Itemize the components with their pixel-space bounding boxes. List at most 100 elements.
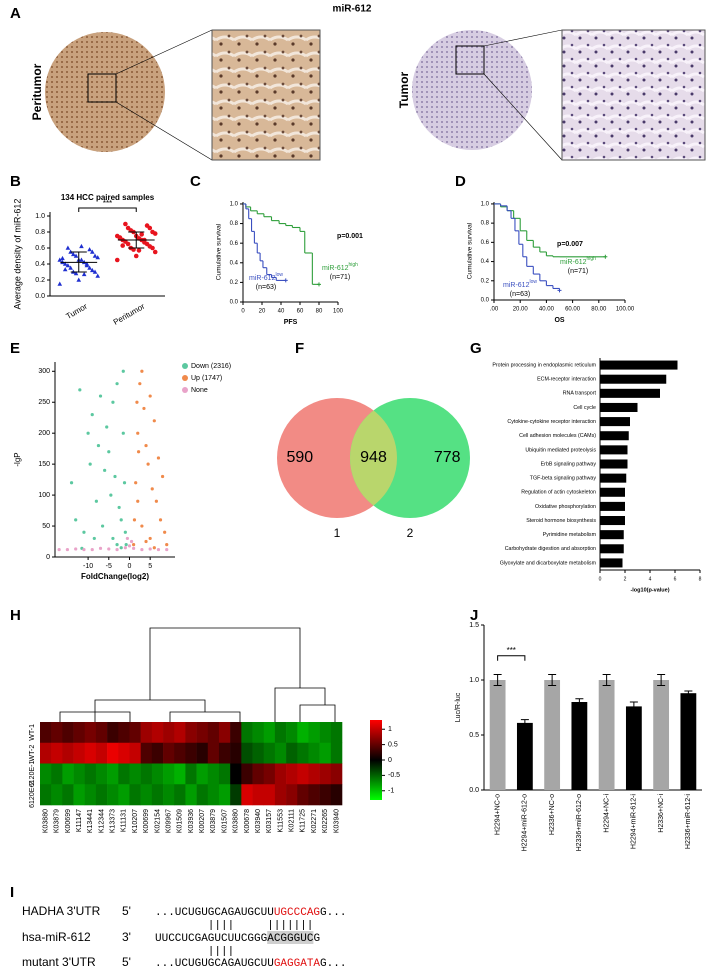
heat-cell bbox=[107, 722, 119, 744]
point bbox=[57, 257, 63, 262]
heat-cell bbox=[207, 763, 220, 785]
annotation: *** bbox=[103, 199, 112, 208]
heat-cell bbox=[297, 742, 309, 764]
point bbox=[68, 265, 73, 270]
heat-cell bbox=[95, 722, 108, 744]
heat-cell bbox=[62, 763, 74, 785]
error-bar bbox=[684, 690, 693, 696]
point bbox=[142, 240, 147, 245]
column-label: K02111 bbox=[289, 809, 296, 832]
heat-cell bbox=[185, 763, 197, 785]
point bbox=[148, 547, 152, 551]
point bbox=[156, 547, 161, 552]
heat-cell bbox=[252, 722, 265, 744]
category-label: TGF-beta signaling pathway bbox=[530, 476, 597, 482]
heat-cell bbox=[330, 763, 343, 785]
x-tick-label: Peritumor bbox=[112, 302, 147, 327]
heat-cell bbox=[51, 784, 63, 806]
heat-cell bbox=[286, 784, 298, 806]
x-tick-label: -5 bbox=[106, 563, 112, 570]
heat-cell bbox=[230, 763, 242, 785]
point bbox=[82, 530, 86, 534]
bar bbox=[600, 402, 638, 412]
point bbox=[111, 536, 115, 541]
point bbox=[103, 468, 107, 472]
point bbox=[74, 518, 78, 522]
category-label: Cell cycle bbox=[573, 405, 596, 411]
heat-cell bbox=[95, 784, 108, 806]
point bbox=[95, 255, 101, 260]
point bbox=[134, 481, 138, 485]
sequence-end: 5' bbox=[122, 904, 131, 918]
point bbox=[125, 225, 131, 231]
colorbar-label: -0.5 bbox=[388, 772, 400, 779]
sequence-part: G... bbox=[320, 958, 346, 970]
tissue-core bbox=[45, 32, 165, 152]
annotation: *** bbox=[507, 646, 516, 655]
heat-cell bbox=[95, 763, 108, 785]
zoom-line bbox=[115, 101, 213, 161]
heat-cell bbox=[308, 784, 320, 806]
heat-cell bbox=[274, 722, 287, 744]
heat-cell bbox=[140, 784, 153, 806]
sequence-name: hsa-miR-612 bbox=[22, 930, 91, 944]
point bbox=[90, 267, 95, 273]
point bbox=[92, 269, 98, 274]
panel-label: A bbox=[10, 5, 21, 22]
legend-sup: low bbox=[275, 272, 283, 278]
heat-cell bbox=[151, 722, 164, 744]
bar bbox=[600, 417, 630, 427]
point bbox=[135, 400, 139, 404]
y-axis-label: -lgP bbox=[13, 452, 22, 466]
sequence-end: 5' bbox=[122, 955, 131, 969]
error-bar bbox=[602, 674, 611, 686]
point bbox=[152, 419, 156, 423]
bar bbox=[600, 487, 625, 497]
column-label: K02154 bbox=[154, 809, 161, 833]
heat-cell bbox=[163, 763, 175, 785]
y-tick-label: 0.4 bbox=[35, 261, 45, 268]
point bbox=[117, 235, 123, 240]
heat-cell bbox=[319, 722, 332, 744]
point bbox=[133, 253, 139, 259]
heat-cell bbox=[297, 722, 309, 744]
x-tick-label: H2294+miR-612-o bbox=[522, 794, 529, 851]
heat-cell bbox=[118, 763, 130, 785]
sequence: ...UCUGUGCAGAUGCUUGAGGATAG... bbox=[155, 958, 346, 970]
heat-cell bbox=[263, 763, 276, 785]
legend-name: miR-612 bbox=[503, 282, 530, 289]
point bbox=[148, 394, 152, 398]
point bbox=[165, 547, 169, 552]
point bbox=[65, 263, 71, 268]
venn-count: 948 bbox=[360, 449, 387, 466]
sequence: UUCCUCGAGUCUUCGGGACGGGUCG bbox=[155, 933, 320, 945]
column-label: K03936 bbox=[188, 809, 195, 833]
row-label: WT-1 bbox=[29, 724, 36, 741]
y-tick-label: 0.5 bbox=[469, 732, 479, 739]
point bbox=[140, 369, 144, 373]
point bbox=[71, 251, 76, 257]
heat-cell bbox=[274, 784, 287, 806]
point bbox=[125, 536, 130, 541]
category-label: Cell adhesion molecules (CAMs) bbox=[519, 433, 596, 439]
point bbox=[65, 547, 70, 552]
point bbox=[120, 243, 125, 248]
tissue-label: Tumor bbox=[397, 71, 411, 108]
point bbox=[146, 462, 150, 466]
heat-cell bbox=[218, 722, 231, 744]
y-tick-label: 0.0 bbox=[230, 300, 239, 306]
y-tick-label: 1.0 bbox=[35, 213, 45, 220]
x-tick-label: 8 bbox=[699, 576, 702, 582]
heat-cell bbox=[308, 742, 320, 764]
heat-cell bbox=[330, 784, 343, 806]
venn-count: 778 bbox=[434, 449, 461, 466]
category-label: Pyrimidine metabolism bbox=[543, 532, 597, 538]
x-tick-label: 80.00 bbox=[591, 307, 607, 313]
heat-cell bbox=[174, 722, 186, 744]
y-tick-label: 200 bbox=[38, 430, 50, 437]
y-axis-label: Cumulative survival bbox=[216, 223, 223, 280]
tissue-label: Peritumor bbox=[30, 63, 44, 120]
panel-label: E bbox=[10, 340, 20, 357]
